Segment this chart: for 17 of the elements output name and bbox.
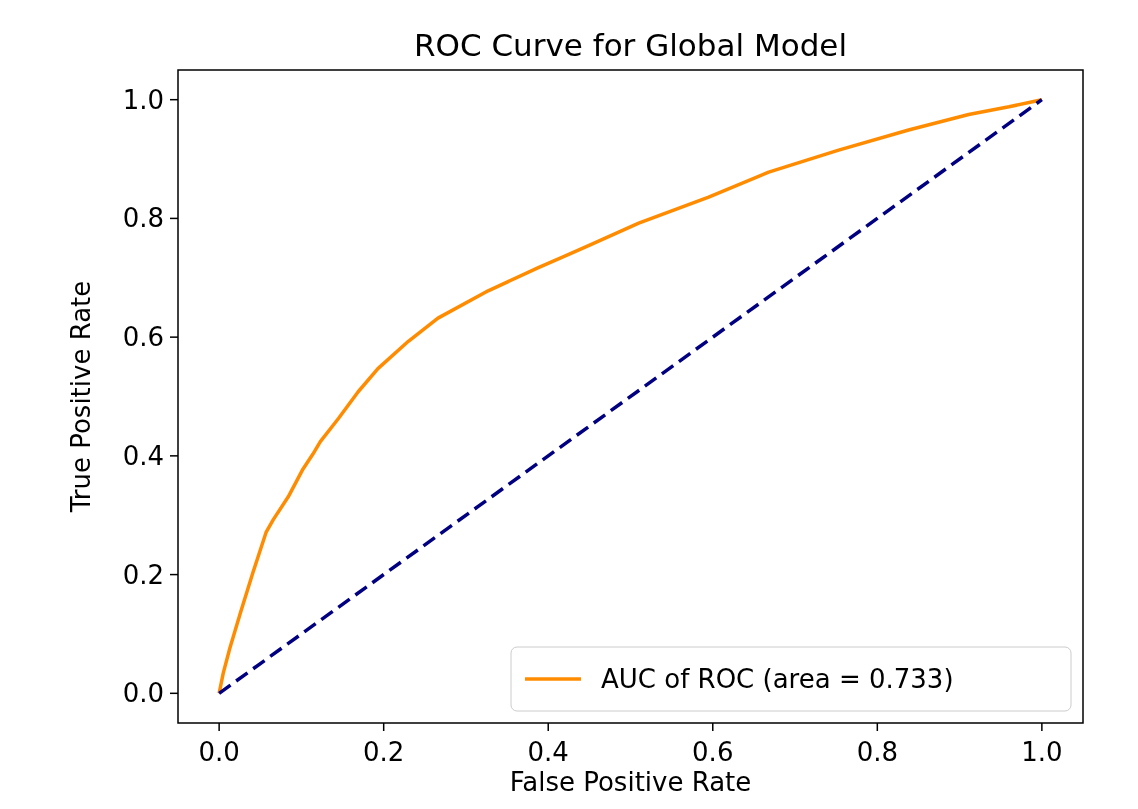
x-tick-label: 0.2 (363, 737, 405, 767)
y-tick-label: 1.0 (122, 84, 164, 115)
x-axis-title: False Positive Rate (509, 767, 752, 797)
y-axis-title: True Positive Rate (66, 280, 96, 514)
y-tick-label: 0.0 (122, 678, 164, 709)
y-tick-label: 0.6 (122, 322, 164, 353)
chart-title: ROC Curve for Global Model (413, 27, 848, 63)
x-tick-label: 0.0 (198, 737, 240, 767)
y-tick-label: 0.4 (122, 440, 164, 471)
line-series (217, 97, 1044, 696)
x-tick-label: 0.6 (692, 737, 734, 767)
x-tick-label: 0.4 (527, 737, 569, 767)
legend-label: AUC of ROC (area = 0.733) (601, 664, 954, 694)
y-tick-label: 0.8 (122, 203, 164, 234)
x-tick-label: 1.0 (1021, 737, 1063, 767)
x-tick-label: 0.8 (856, 737, 898, 767)
y-tick-label: 0.2 (122, 559, 164, 590)
